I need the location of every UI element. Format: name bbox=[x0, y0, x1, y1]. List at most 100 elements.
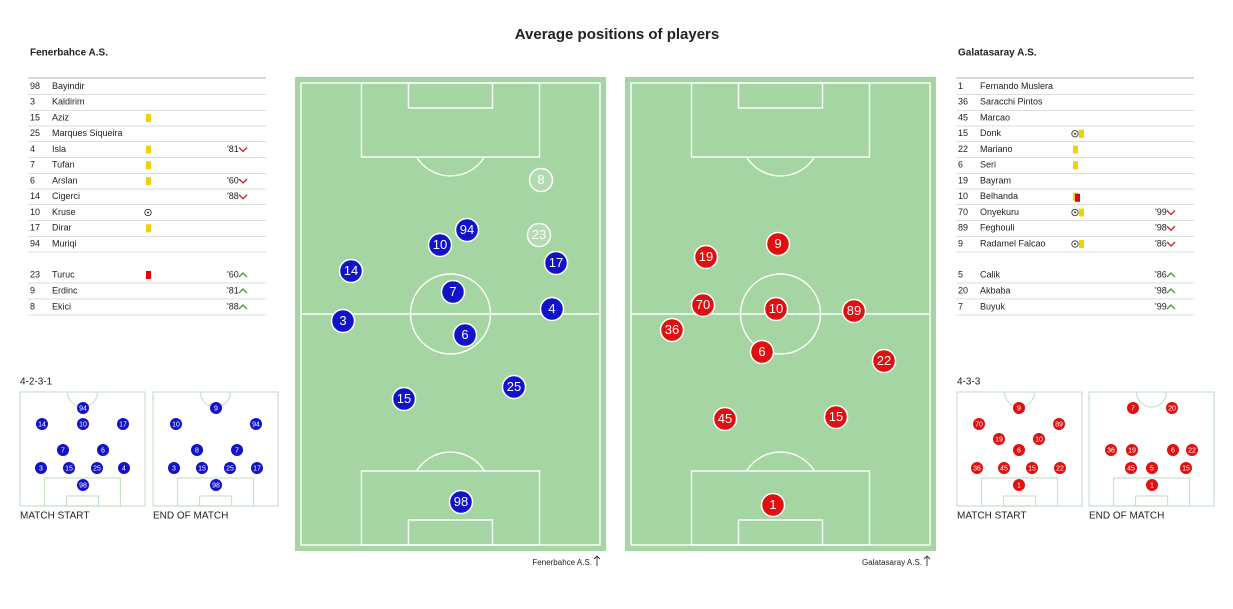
player-marker bbox=[391, 386, 417, 412]
sub-off-arrow bbox=[1166, 225, 1176, 232]
player-marker bbox=[526, 222, 552, 248]
sub-on-arrow bbox=[1166, 304, 1176, 310]
mini-player-number: 10 bbox=[79, 421, 87, 428]
player-name: Akbaba bbox=[980, 285, 1011, 295]
player-name: Dirar bbox=[52, 223, 72, 233]
player-number: 10 bbox=[30, 207, 40, 217]
goal-icon-dot bbox=[147, 211, 149, 214]
mini-player-marker bbox=[1166, 402, 1178, 414]
player-name: Seri bbox=[980, 160, 996, 170]
player-marker-number: 10 bbox=[433, 237, 447, 252]
player-name: Tufan bbox=[52, 160, 75, 170]
player-name: Radamel Falcao bbox=[980, 238, 1046, 248]
mini-goal-area bbox=[1134, 495, 1169, 507]
player-marker-number: 6 bbox=[461, 327, 468, 342]
penalty-arc bbox=[745, 156, 816, 177]
mini-player-marker bbox=[231, 444, 243, 456]
player-name: Erdinc bbox=[52, 285, 78, 295]
mini-player-number: 3 bbox=[39, 465, 43, 472]
goal-icon-dot bbox=[1074, 243, 1076, 245]
mini-player-marker bbox=[118, 462, 130, 474]
player-marker bbox=[749, 339, 775, 365]
sub-minute: '99 bbox=[1155, 301, 1167, 311]
mini-player-number: 14 bbox=[38, 421, 46, 428]
mini-player-number: 19 bbox=[1128, 447, 1136, 454]
player-name: Calik bbox=[980, 269, 1001, 279]
mini-player-number: 6 bbox=[1171, 447, 1175, 454]
card-icon bbox=[1073, 145, 1078, 154]
mini-player-marker bbox=[1167, 444, 1179, 456]
pitch-team-label: Galatasaray A.S. bbox=[862, 558, 922, 567]
mini-player-marker bbox=[191, 444, 203, 456]
mini-player-marker bbox=[1013, 479, 1025, 491]
goal-area bbox=[407, 82, 494, 109]
mini-player-number: 7 bbox=[235, 447, 239, 454]
mini-player-marker bbox=[57, 444, 69, 456]
player-marker bbox=[543, 250, 569, 276]
mini-player-marker bbox=[1146, 479, 1158, 491]
player-marker-number: 4 bbox=[548, 301, 555, 316]
player-number: 94 bbox=[30, 238, 40, 248]
player-marker bbox=[427, 232, 453, 258]
player-number: 19 bbox=[958, 175, 968, 185]
player-name: Cigerci bbox=[52, 191, 80, 201]
card-icon bbox=[1079, 208, 1084, 217]
mini-player-number: 20 bbox=[1168, 405, 1176, 412]
player-marker bbox=[330, 308, 356, 334]
player-marker bbox=[690, 292, 716, 318]
formation: 4-2-3-1 bbox=[20, 377, 53, 388]
player-marker-number: 8 bbox=[537, 172, 544, 187]
player-marker bbox=[763, 296, 789, 322]
player-name: Saracchi Pintos bbox=[980, 97, 1043, 107]
player-marker bbox=[841, 298, 867, 324]
mini-player-number: 7 bbox=[61, 447, 65, 454]
sub-minute: '81 bbox=[227, 144, 239, 154]
mini-player-marker bbox=[250, 418, 262, 430]
mini-player-number: 1 bbox=[1150, 482, 1154, 489]
player-marker bbox=[765, 231, 791, 257]
mini-player-number: 15 bbox=[65, 465, 73, 472]
mini-player-number: 3 bbox=[172, 465, 176, 472]
card-icon bbox=[1079, 240, 1084, 248]
player-marker bbox=[501, 374, 527, 400]
mini-player-marker bbox=[117, 418, 129, 430]
goal-icon-dot bbox=[1074, 211, 1076, 214]
sub-minute: '88 bbox=[227, 301, 239, 311]
player-number: 36 bbox=[958, 97, 968, 107]
player-marker-number: 25 bbox=[507, 379, 521, 394]
mini-player-number: 9 bbox=[214, 405, 218, 412]
player-name: Turuc bbox=[52, 269, 75, 279]
mini-player-number: 10 bbox=[1035, 436, 1043, 443]
player-marker-number: 19 bbox=[699, 249, 713, 264]
player-number: 45 bbox=[958, 112, 968, 122]
player-marker-number: 3 bbox=[339, 313, 346, 328]
mini-player-number: 22 bbox=[1056, 465, 1064, 472]
player-name: Arslan bbox=[52, 175, 78, 185]
sub-off-arrow bbox=[238, 147, 248, 153]
mini-label: MATCH START bbox=[957, 511, 1026, 522]
mini-player-marker bbox=[251, 462, 263, 474]
card-icon bbox=[146, 224, 151, 233]
mini-player-marker bbox=[224, 462, 236, 474]
sub-minute: '81 bbox=[227, 285, 239, 295]
player-name: Mariano bbox=[980, 144, 1013, 154]
player-number: 20 bbox=[958, 285, 968, 295]
player-marker-number: 94 bbox=[460, 222, 474, 237]
player-marker-number: 1 bbox=[769, 497, 776, 512]
mini-player-marker bbox=[1126, 444, 1138, 456]
player-marker bbox=[454, 217, 480, 243]
player-number: 25 bbox=[30, 128, 40, 138]
player-marker-number: 14 bbox=[344, 263, 358, 278]
mini-player-number: 9 bbox=[1017, 405, 1021, 412]
player-name: Muriqi bbox=[52, 238, 77, 248]
player-marker bbox=[448, 489, 474, 515]
mini-player-marker bbox=[1125, 462, 1137, 474]
mini-label: END OF MATCH bbox=[153, 511, 228, 522]
player-marker bbox=[338, 258, 364, 284]
player-name: Donk bbox=[980, 128, 1002, 138]
player-number: 15 bbox=[30, 112, 40, 122]
mini-player-number: 17 bbox=[119, 421, 127, 428]
mini-player-number: 36 bbox=[1107, 447, 1115, 454]
player-number: 9 bbox=[30, 285, 35, 295]
